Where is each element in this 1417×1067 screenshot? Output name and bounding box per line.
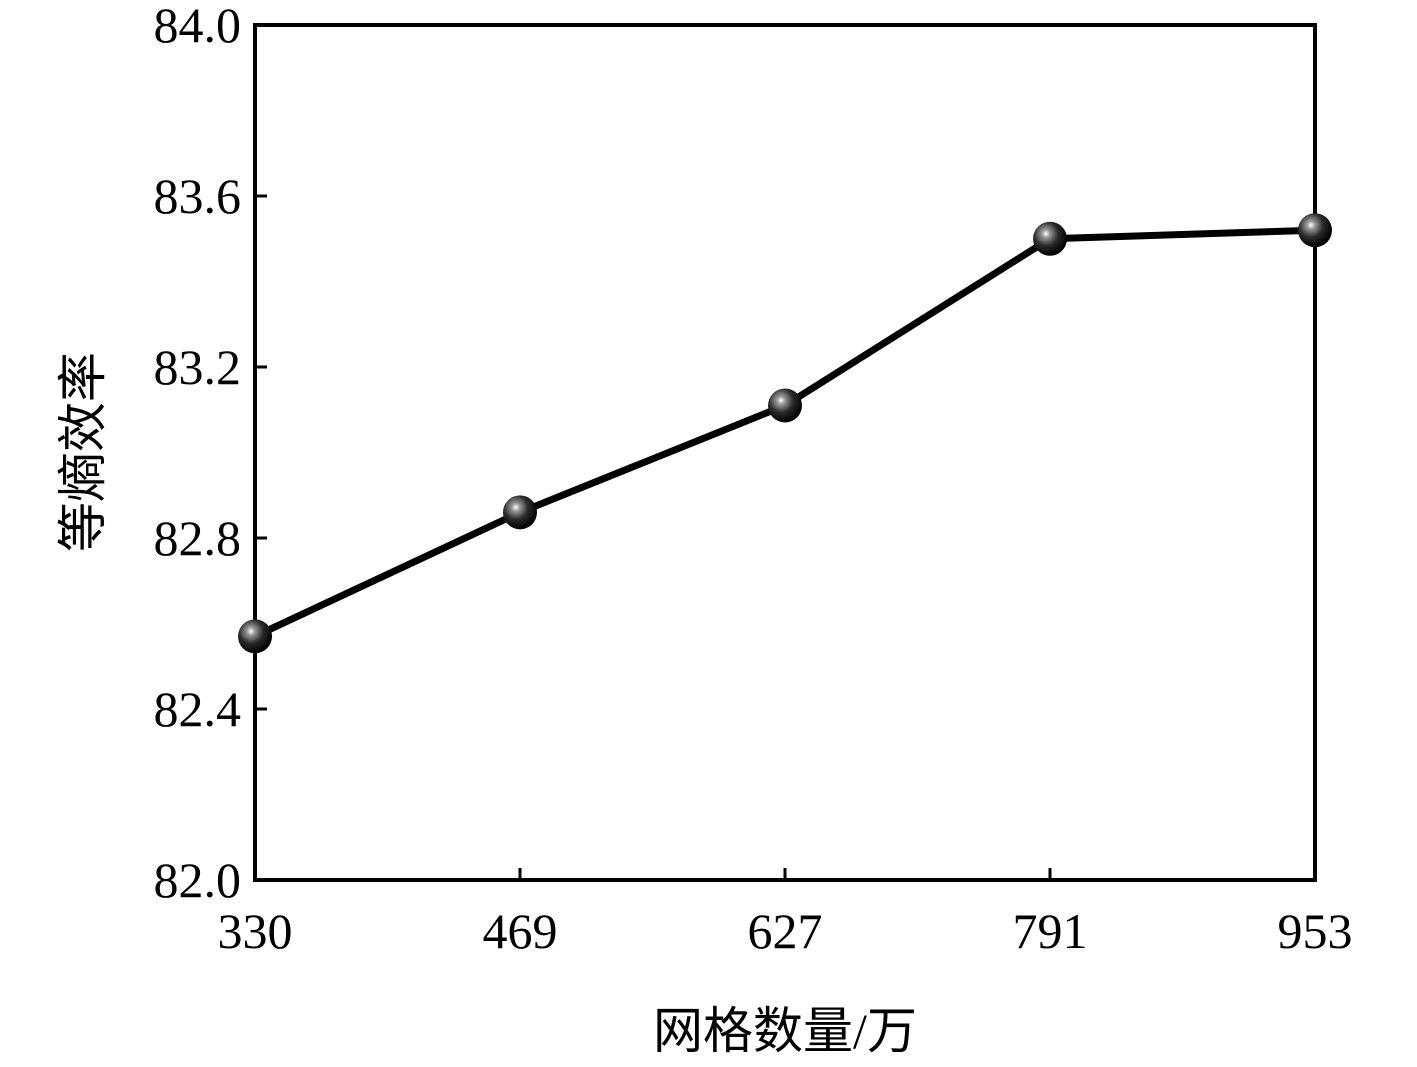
y-tick-label: 83.2 [154,339,242,395]
marker [1033,221,1067,256]
x-tick-label: 953 [1278,903,1353,959]
x-tick-label: 627 [748,903,823,959]
plot-frame [253,23,1317,882]
y-axis-label: 等熵效率 [55,352,111,552]
y-tick-label: 82.4 [154,681,242,737]
series-line [253,226,1316,640]
marker [503,495,537,530]
marker [1298,213,1332,248]
y-tick-label: 82.0 [154,852,242,908]
marker [768,388,802,423]
y-tick-label: 83.6 [154,168,242,224]
x-tick-label: 330 [218,903,293,959]
y-tick-label: 82.8 [154,510,242,566]
marker [238,619,272,654]
x-tick-label: 469 [483,903,558,959]
x-axis-label: 网格数量/万 [653,1003,917,1059]
y-tick-label: 84.0 [154,0,242,53]
x-tick-label: 791 [1013,903,1088,959]
